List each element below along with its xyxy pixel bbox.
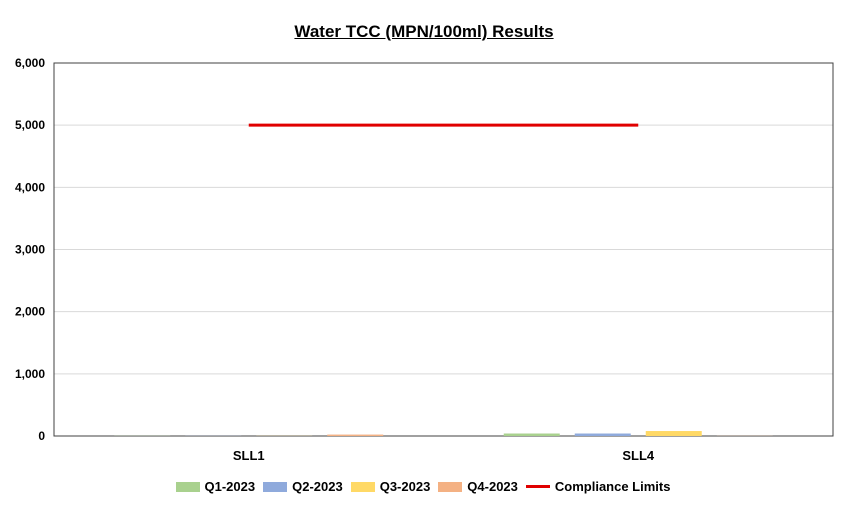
legend-item-q3: Q3-2023 <box>350 479 431 494</box>
bar <box>645 431 702 436</box>
chart-legend: Q1-2023 Q2-2023 Q3-2023 Q4-2023 Complian… <box>0 479 848 494</box>
legend-swatch-q1 <box>175 481 200 492</box>
y-tick-label: 2,000 <box>15 305 45 319</box>
y-tick-label: 0 <box>38 429 45 443</box>
y-tick-label: 1,000 <box>15 367 45 381</box>
legend-label-q2: Q2-2023 <box>292 479 343 494</box>
x-tick-label: SLL4 <box>622 448 655 463</box>
legend-label-q1: Q1-2023 <box>204 479 256 494</box>
legend-swatch-q2 <box>263 481 288 492</box>
legend-item-q4: Q4-2023 <box>438 479 518 494</box>
legend-swatch-q4 <box>438 481 463 492</box>
y-tick-label: 4,000 <box>15 180 45 194</box>
legend-item-q1: Q1-2023 <box>175 479 256 494</box>
y-tick-label: 5,000 <box>15 118 45 132</box>
legend-item-q2: Q2-2023 <box>263 479 343 494</box>
legend-label-compliance: Compliance Limits <box>554 479 671 494</box>
bar <box>503 433 560 436</box>
x-tick-label: SLL1 <box>233 448 265 463</box>
legend-swatch-q3 <box>350 481 375 492</box>
legend-label-q4: Q4-2023 <box>467 479 518 494</box>
chart-plot: 0 1,000 2,000 3,000 4,000 5,000 6,000 SLL1 SLL4 <box>15 56 834 463</box>
y-tick-label: 6,000 <box>15 56 45 70</box>
legend-item-compliance: Compliance Limits <box>525 479 671 494</box>
plot-frame <box>53 62 834 437</box>
bar <box>574 433 631 436</box>
bar <box>327 434 384 436</box>
legend-label-q3: Q3-2023 <box>379 479 431 494</box>
y-tick-label: 3,000 <box>15 243 45 257</box>
legend-swatch-compliance <box>525 485 550 488</box>
chart-title: Water TCC (MPN/100ml) Results <box>294 22 554 41</box>
